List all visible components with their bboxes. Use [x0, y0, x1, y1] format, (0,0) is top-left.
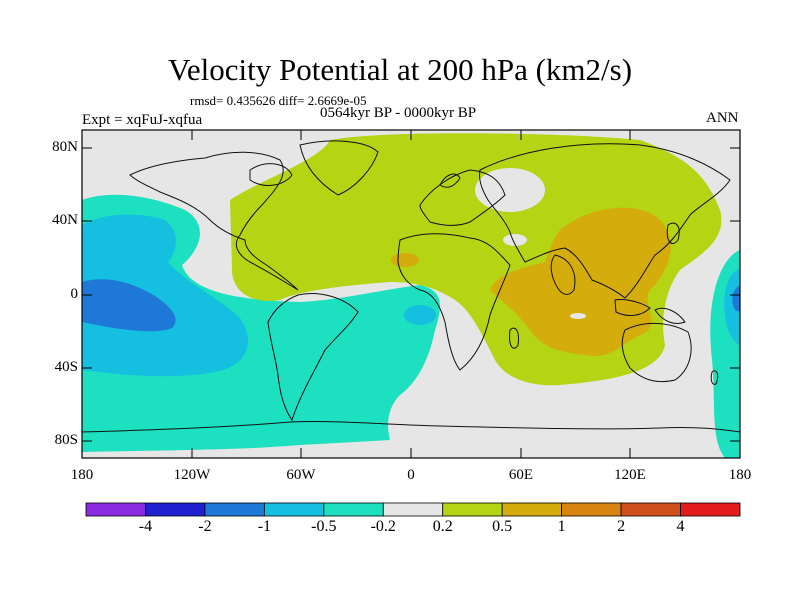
field-neutral-gap-2 [570, 313, 586, 319]
colorbar-swatch [680, 502, 741, 517]
colorbar-swatch [204, 502, 265, 517]
field-negative-teal [82, 194, 440, 452]
colorbar-label: -0.2 [370, 518, 396, 535]
field-negative-east-core [724, 268, 740, 345]
colorbar-label: 2 [617, 518, 626, 535]
field-negative-east-deep [732, 285, 740, 312]
colorbar-label: -4 [138, 518, 153, 535]
axis-ticks [81, 130, 741, 458]
colorbar-swatch [85, 502, 146, 517]
lat-tick-label: 80S [54, 432, 78, 448]
field-negative-blue [82, 279, 176, 332]
colorbar-swatch [501, 502, 563, 517]
stats-text: rmsd= 0.435626 diff= 2.6669e-05 [190, 93, 367, 108]
lon-tick-label: 60W [286, 467, 316, 483]
colorbar-swatch [323, 502, 384, 517]
lon-tick-label: 120W [173, 467, 211, 483]
colorbar-swatch [382, 502, 444, 517]
lon-tick-label: 60E [508, 467, 534, 483]
colorbar [85, 502, 741, 517]
plot-title: Velocity Potential at 200 hPa (km2/s) [167, 52, 633, 87]
period-label: 0564kyr BP - 0000kyr BP [320, 105, 477, 121]
lat-tick-label: 80N [52, 139, 78, 155]
lat-tick-label: 40S [54, 359, 78, 375]
field-negative-patch [404, 305, 436, 325]
colorbar-label: 0.2 [432, 518, 453, 535]
field-negative-lightblue [82, 214, 248, 377]
season-label: ANN [706, 110, 739, 126]
field-positive-orange-patch [391, 253, 419, 267]
colorbar-label: -0.5 [311, 518, 337, 535]
colorbar-label: 4 [676, 518, 685, 535]
field-neutral-hole [475, 168, 545, 212]
colorbar-swatch [561, 502, 622, 517]
coastlines [82, 140, 740, 433]
lon-tick-label: 0 [407, 467, 415, 483]
lon-tick-label: 180 [728, 467, 752, 483]
field-neutral-gap [503, 234, 527, 246]
lon-tick-label: 180 [70, 467, 94, 483]
contour-fields [82, 130, 740, 458]
experiment-label: Expt = xqFuJ-xqfua [82, 112, 203, 128]
colorbar-swatch [145, 502, 206, 517]
field-positive-orange [490, 207, 671, 356]
colorbar-label: 1 [557, 518, 566, 535]
lon-tick-label: 120E [614, 467, 646, 483]
colorbar-swatch [620, 502, 681, 517]
colorbar-label: -2 [198, 518, 212, 535]
lat-tick-label: 40N [52, 212, 78, 228]
colorbar-label: -1 [257, 518, 272, 535]
lat-tick-label: 0 [70, 286, 79, 302]
colorbar-swatch [442, 502, 503, 517]
colorbar-label: 0.5 [492, 518, 513, 535]
colorbar-swatch [263, 502, 325, 517]
